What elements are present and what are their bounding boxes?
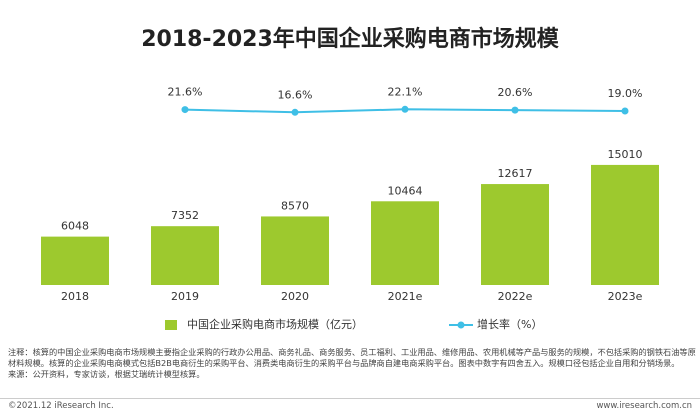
data-label: 6048: [61, 220, 89, 233]
line-point: [291, 108, 299, 116]
x-tick-label: 2022e: [498, 290, 533, 303]
x-tick-label: 2020: [281, 290, 309, 303]
data-label: 20.6%: [498, 86, 533, 99]
legend-label: 中国企业采购电商市场规模（亿元）: [187, 317, 363, 331]
website: www.iresearch.com.cn: [596, 401, 692, 411]
bar: [591, 164, 659, 285]
legend-swatch: [457, 321, 465, 329]
legend-swatch: [165, 320, 177, 330]
bar: [261, 216, 329, 285]
x-tick-label: 2021e: [388, 290, 423, 303]
line-point: [401, 105, 409, 113]
chart-title: 2018-2023年中国企业采购电商市场规模: [141, 26, 560, 52]
data-label: 7352: [171, 209, 199, 222]
x-tick-label: 2023e: [608, 290, 643, 303]
bar: [371, 201, 439, 285]
line-point: [621, 107, 629, 115]
notes: 注释：核算的中国企业采购电商市场规模主要指企业采购的行政办公用品、商务礼品、商务…: [8, 347, 696, 380]
data-label: 16.6%: [278, 88, 313, 101]
legend-label: 增长率（%）: [477, 317, 542, 331]
data-label: 12617: [498, 167, 533, 180]
x-tick-label: 2018: [61, 290, 89, 303]
line-point: [511, 106, 519, 114]
footer-divider: [0, 398, 700, 399]
data-label: 22.1%: [388, 85, 423, 98]
bar: [151, 226, 219, 285]
line-point: [181, 106, 189, 114]
data-label: 8570: [281, 199, 309, 212]
x-tick-label: 2019: [171, 290, 199, 303]
data-label: 19.0%: [608, 87, 643, 100]
note: 注释：核算的中国企业采购电商市场规模主要指企业采购的行政办公用品、商务礼品、商务…: [8, 347, 696, 368]
source: 来源：公开资料，专家访谈，根据艾瑞统计模型核算。: [8, 369, 205, 379]
data-label: 21.6%: [168, 86, 203, 99]
bar: [41, 236, 109, 285]
chart: 2018-2023年中国企业采购电商市场规模 2018 2019 2020 2021e…: [41, 26, 659, 331]
bar: [481, 184, 549, 285]
data-label: 15010: [608, 148, 643, 161]
copyright: ©2021.12 iResearch Inc.: [8, 401, 114, 411]
data-label: 10464: [388, 184, 423, 197]
